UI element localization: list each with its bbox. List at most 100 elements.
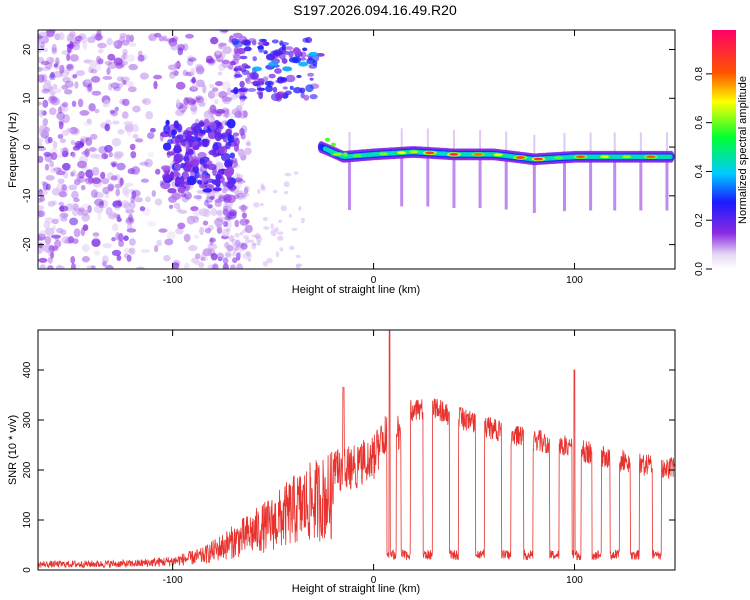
spectrogram-cell bbox=[332, 152, 342, 156]
spectrogram-cell bbox=[342, 152, 348, 157]
spectrogram-cell bbox=[69, 31, 76, 38]
spectrogram-cell bbox=[84, 148, 90, 158]
spectrogram-cell bbox=[123, 253, 130, 259]
spectrogram-cell bbox=[54, 240, 62, 248]
spectrogram-cell bbox=[305, 84, 314, 93]
spectrogram-cell bbox=[199, 129, 206, 134]
spectrogram-cell bbox=[248, 258, 251, 263]
spectrogram-cell bbox=[214, 131, 222, 142]
spectrogram-cell bbox=[282, 86, 288, 90]
spectrogram-cell bbox=[90, 76, 101, 83]
spectrogram-cell bbox=[292, 48, 302, 55]
spectrogram-cell bbox=[164, 238, 174, 246]
spectrogram-spike bbox=[452, 129, 455, 155]
spectrogram-cell bbox=[70, 263, 76, 269]
spectrogram-cell bbox=[248, 239, 254, 243]
spectrogram-cell bbox=[110, 175, 118, 181]
spectrogram-cell bbox=[48, 97, 53, 105]
spectrogram-cell bbox=[289, 85, 294, 90]
spectrogram-cell bbox=[175, 178, 186, 187]
spectrogram-cell bbox=[239, 55, 248, 60]
spectrogram-cell bbox=[263, 226, 270, 230]
spectrogram-y-tick-label: -10 bbox=[22, 188, 33, 203]
spectrogram-cell bbox=[63, 89, 73, 95]
spectrogram-cell bbox=[77, 207, 85, 212]
spectrogram-cell bbox=[245, 250, 251, 257]
spectrogram-cell bbox=[69, 217, 79, 226]
spectrogram-cell bbox=[112, 41, 118, 47]
spectrogram-cell bbox=[70, 256, 76, 264]
spectrogram-cell bbox=[227, 211, 237, 220]
spectrogram-cell bbox=[38, 142, 42, 147]
spectrogram-cell bbox=[163, 124, 171, 135]
spectrogram-cell bbox=[275, 92, 283, 100]
spectrogram-cell bbox=[222, 188, 227, 193]
spectrogram-cell bbox=[184, 104, 189, 109]
spectrogram-cell bbox=[77, 98, 84, 108]
spectrogram-cell bbox=[274, 68, 282, 74]
spectrogram-cell bbox=[47, 200, 56, 207]
spectrogram-cell bbox=[139, 161, 149, 166]
spectrogram-cell bbox=[90, 68, 98, 74]
spectrogram-cell bbox=[194, 260, 201, 265]
spectrogram-cell bbox=[103, 99, 111, 108]
spectrogram-spike bbox=[563, 133, 566, 158]
spectrogram-cell bbox=[307, 72, 314, 77]
spectrogram-cell bbox=[212, 190, 217, 197]
spectrogram-cell bbox=[223, 205, 229, 210]
spectrogram-cell bbox=[51, 218, 59, 225]
spectrogram-cell bbox=[207, 160, 213, 166]
spectrogram-cell bbox=[223, 168, 233, 177]
spectrogram-cell bbox=[69, 54, 79, 62]
spectrogram-cell bbox=[228, 235, 235, 242]
spectrogram-cell bbox=[209, 104, 217, 114]
spectrogram-cell bbox=[124, 182, 134, 187]
spectrogram-cell bbox=[209, 83, 215, 89]
spectrogram-cell bbox=[166, 151, 176, 156]
spectrogram-cell bbox=[169, 43, 179, 51]
spectrogram-cell bbox=[44, 227, 55, 236]
spectrogram-cell bbox=[215, 173, 222, 180]
spectrogram-cell bbox=[167, 188, 177, 194]
spectrogram-cell bbox=[59, 191, 68, 198]
spectrogram-cell bbox=[207, 264, 218, 269]
spectrogram-cell bbox=[61, 184, 68, 191]
spectrogram-cell bbox=[54, 61, 61, 70]
spectrogram-cell bbox=[243, 46, 252, 52]
spectrogram-cell bbox=[120, 54, 125, 61]
spectrogram-cell bbox=[130, 151, 137, 159]
spectrogram-cell bbox=[39, 196, 45, 202]
snr-y-ticks: 0 100 200 300 400 bbox=[22, 361, 675, 573]
spectrogram-cell bbox=[214, 200, 222, 208]
spectrogram-cell bbox=[277, 76, 285, 84]
spectrogram-cell bbox=[43, 220, 51, 229]
spectrogram-cell bbox=[272, 189, 278, 194]
spectrogram-cell bbox=[57, 134, 64, 139]
spectrogram-cell bbox=[88, 147, 96, 152]
colorbar-ticks: 0.0 0.2 0.4 0.6 0.8 bbox=[694, 67, 712, 276]
spectrogram-cell bbox=[185, 33, 194, 39]
spectrogram-cell bbox=[129, 238, 136, 246]
spectrogram-cell bbox=[279, 40, 284, 46]
spectrogram-cell bbox=[66, 63, 74, 71]
spectrogram-cell bbox=[178, 209, 188, 214]
spectrogram-cell bbox=[137, 50, 143, 56]
spectrogram-x-tick-label: -100 bbox=[163, 275, 183, 286]
spectrogram-cell bbox=[208, 224, 214, 231]
spectrogram-cell bbox=[71, 190, 79, 200]
spectrogram-cell bbox=[300, 217, 305, 224]
spectrogram-cell bbox=[58, 213, 63, 221]
spectrogram-y-ticks: -20 -10 0 10 20 bbox=[22, 44, 675, 252]
spectrogram-cell bbox=[232, 32, 243, 39]
spectrogram-cell bbox=[207, 204, 213, 209]
snr-x-label: Height of straight line (km) bbox=[292, 583, 420, 595]
spectrogram-cell bbox=[153, 80, 158, 90]
spectrogram-cell bbox=[171, 262, 180, 269]
spectrogram-cell bbox=[159, 180, 164, 186]
spectrogram-cell bbox=[121, 111, 129, 119]
spectrogram-cell bbox=[186, 175, 197, 186]
spectrogram-cell bbox=[38, 242, 44, 249]
spectrogram-cell bbox=[249, 72, 259, 80]
spectrogram-cell bbox=[51, 47, 58, 55]
spectrogram-cell bbox=[96, 30, 102, 37]
